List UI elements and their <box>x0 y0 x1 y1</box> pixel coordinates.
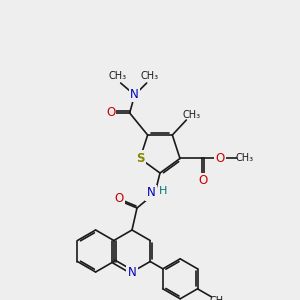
Text: CH₃: CH₃ <box>182 110 200 120</box>
Text: CH₃: CH₃ <box>109 71 127 81</box>
Text: N: N <box>147 187 155 200</box>
Text: N: N <box>128 266 136 280</box>
Text: O: O <box>215 152 225 165</box>
Text: CH₃: CH₃ <box>141 71 159 81</box>
Text: CH₃: CH₃ <box>209 296 227 300</box>
Text: H: H <box>159 186 167 196</box>
Text: O: O <box>114 193 124 206</box>
Text: O: O <box>106 106 115 118</box>
Text: S: S <box>136 152 144 165</box>
Text: CH₃: CH₃ <box>236 154 254 164</box>
Text: N: N <box>130 88 139 100</box>
Text: O: O <box>198 174 208 187</box>
